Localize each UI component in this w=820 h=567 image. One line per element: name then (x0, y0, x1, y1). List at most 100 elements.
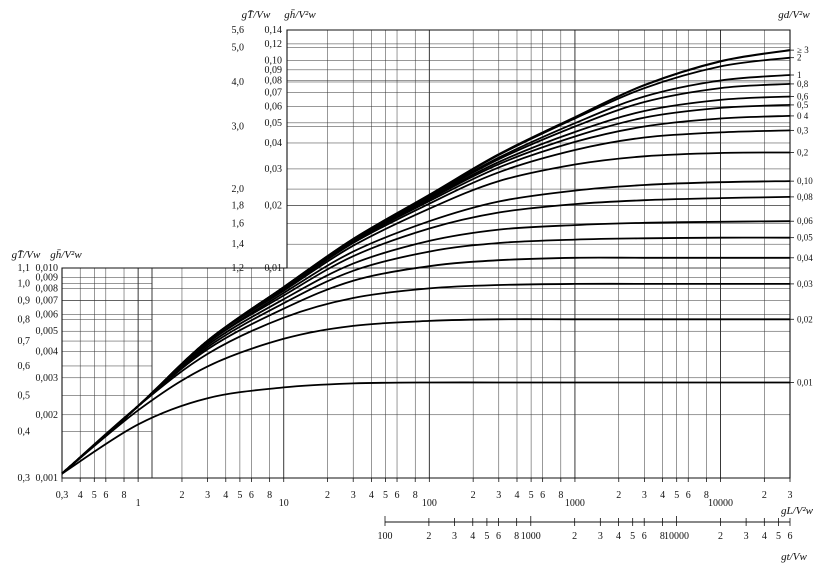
period-tick-label: 1,2 (232, 263, 245, 274)
fetch-tick-label: 8 (558, 490, 563, 501)
depth-curve-13 (61, 95, 791, 475)
fetch-tick-label: 3 (788, 490, 793, 501)
period-tick-label: 1,8 (232, 200, 245, 211)
depth-label: 0,6 (797, 91, 809, 101)
height-tick-label: 0,005 (36, 326, 59, 337)
duration-tick-label: 10000 (664, 531, 689, 542)
left-axes: 1,11,00,90,80,70,60,50,40,30,0100,0090,0… (18, 25, 283, 484)
depth-label: ≥ 3 (797, 45, 809, 55)
fetch-tick-label: 4 (78, 490, 83, 501)
duration-tick-label: 4 (470, 531, 475, 542)
period-tick-label: 2,0 (232, 184, 245, 195)
height-tick-label: 0,003 (36, 373, 59, 384)
depth-label: 0,5 (797, 100, 809, 110)
period-tick-label: 0,9 (18, 295, 31, 306)
fetch-tick-label: 3 (205, 490, 210, 501)
depth-label: 0,3 (797, 125, 809, 135)
fetch-tick-label: 6 (686, 490, 691, 501)
fetch-tick-label: 5 (674, 490, 679, 501)
fetch-tick-label: 6 (540, 490, 545, 501)
duration-tick-label: 6 (642, 531, 647, 542)
fetch-tick-label: 8 (122, 490, 127, 501)
fetch-tick-label: 4 (660, 490, 665, 501)
fetch-tick-label: 6 (395, 490, 400, 501)
period-tick-label: 0,3 (18, 473, 31, 484)
height-tick-label: 0,12 (265, 39, 283, 50)
period-tick-label: 0,7 (18, 336, 31, 347)
height-tick-label: 0,02 (265, 200, 283, 211)
chart-frame (61, 29, 791, 479)
duration-tick-label: 6 (496, 531, 501, 542)
depth-curve-16 (61, 56, 791, 475)
depth-labels: ≥ 32 10,8 0,60,50 4 0,3 0,2 0,10 0,08 0,06 0,05 0… (790, 45, 813, 387)
duration-tick-label: 3 (598, 531, 603, 542)
height-tick-label: 0,010 (36, 263, 59, 274)
depth-label: 0,01 (797, 377, 813, 387)
fetch-tick-label: 4 (369, 490, 374, 501)
height-tick-label: 0,03 (265, 164, 283, 175)
depth-curve-4 (61, 256, 790, 475)
duration-axis-title: gt/Vw (781, 551, 807, 563)
depth-curve-17 (61, 49, 791, 475)
lower-height-axis-title: gh̄/V²w (50, 249, 82, 261)
fetch-tick-label: 2 (616, 490, 621, 501)
duration-tick-label: 8 (660, 531, 665, 542)
period-tick-label: 0,5 (18, 390, 31, 401)
fetch-tick-label: 8 (704, 490, 709, 501)
depth-label: 0,2 (797, 147, 808, 157)
fetch-tick-label: 2 (762, 490, 767, 501)
fetch-tick-label: 10 (279, 498, 289, 509)
duration-tick-label: 5 (776, 531, 781, 542)
duration-tick-label: 3 (744, 531, 749, 542)
duration-tick-label: 1000 (521, 531, 541, 542)
fetch-tick-label: 6 (249, 490, 254, 501)
duration-tick-label: 2 (426, 531, 431, 542)
period-tick-label: 3,0 (232, 121, 245, 132)
height-tick-label: 0,04 (265, 138, 283, 149)
fetch-tick-label: 6 (103, 490, 108, 501)
fetch-tick-label: 4 (514, 490, 519, 501)
duration-tick-label: 100 (378, 531, 393, 542)
period-tick-label: 1,4 (232, 239, 245, 250)
depth-curve-2 (61, 318, 790, 475)
height-tick-label: 0,14 (265, 25, 283, 36)
depth-curve-5 (61, 236, 791, 475)
period-tick-label: 1,1 (18, 263, 31, 274)
depth-curve-14 (61, 83, 791, 475)
depth-curve-11 (61, 115, 791, 475)
period-tick-label: 0,8 (18, 314, 31, 325)
height-tick-label: 0,006 (36, 310, 59, 321)
duration-tick-label: 6 (788, 531, 793, 542)
depth-curve-8 (61, 180, 791, 475)
height-tick-label: 0,001 (36, 473, 59, 484)
fetch-tick-label: 5 (529, 490, 534, 501)
period-tick-label: 5,0 (232, 43, 245, 54)
period-tick-label: 4,0 (232, 77, 245, 88)
upper-height-axis-title: gh̄/V²w (284, 9, 316, 21)
period-tick-label: 1,6 (232, 219, 245, 230)
duration-tick-label: 8 (514, 531, 519, 542)
fetch-tick-label: 5 (92, 490, 97, 501)
period-tick-label: 0,4 (18, 427, 31, 438)
depth-label: 0,02 (797, 314, 813, 324)
fetch-axis-title: gL/V²w (781, 505, 814, 517)
height-tick-label: 0,002 (36, 410, 59, 421)
fetch-tick-label: 2 (325, 490, 330, 501)
height-tick-label: 0,008 (36, 283, 59, 294)
height-tick-label: 0,007 (36, 296, 59, 307)
height-tick-label: 0,05 (265, 118, 283, 129)
height-tick-label: 0,06 (265, 101, 283, 112)
period-tick-label: 0,6 (18, 361, 31, 372)
depth-label: 0,10 (797, 176, 813, 186)
fetch-tick-label: 8 (413, 490, 418, 501)
height-tick-label: 0,10 (265, 55, 283, 66)
depth-curve-6 (61, 220, 791, 475)
fetch-tick-label: 8 (267, 490, 272, 501)
height-tick-label: 0,08 (265, 75, 283, 86)
fetch-tick-label: 3 (351, 490, 356, 501)
duration-tick-label: 3 (452, 531, 457, 542)
duration-tick-label: 5 (630, 531, 635, 542)
depth-curve-3 (61, 282, 790, 475)
height-tick-label: 0,009 (36, 273, 59, 284)
